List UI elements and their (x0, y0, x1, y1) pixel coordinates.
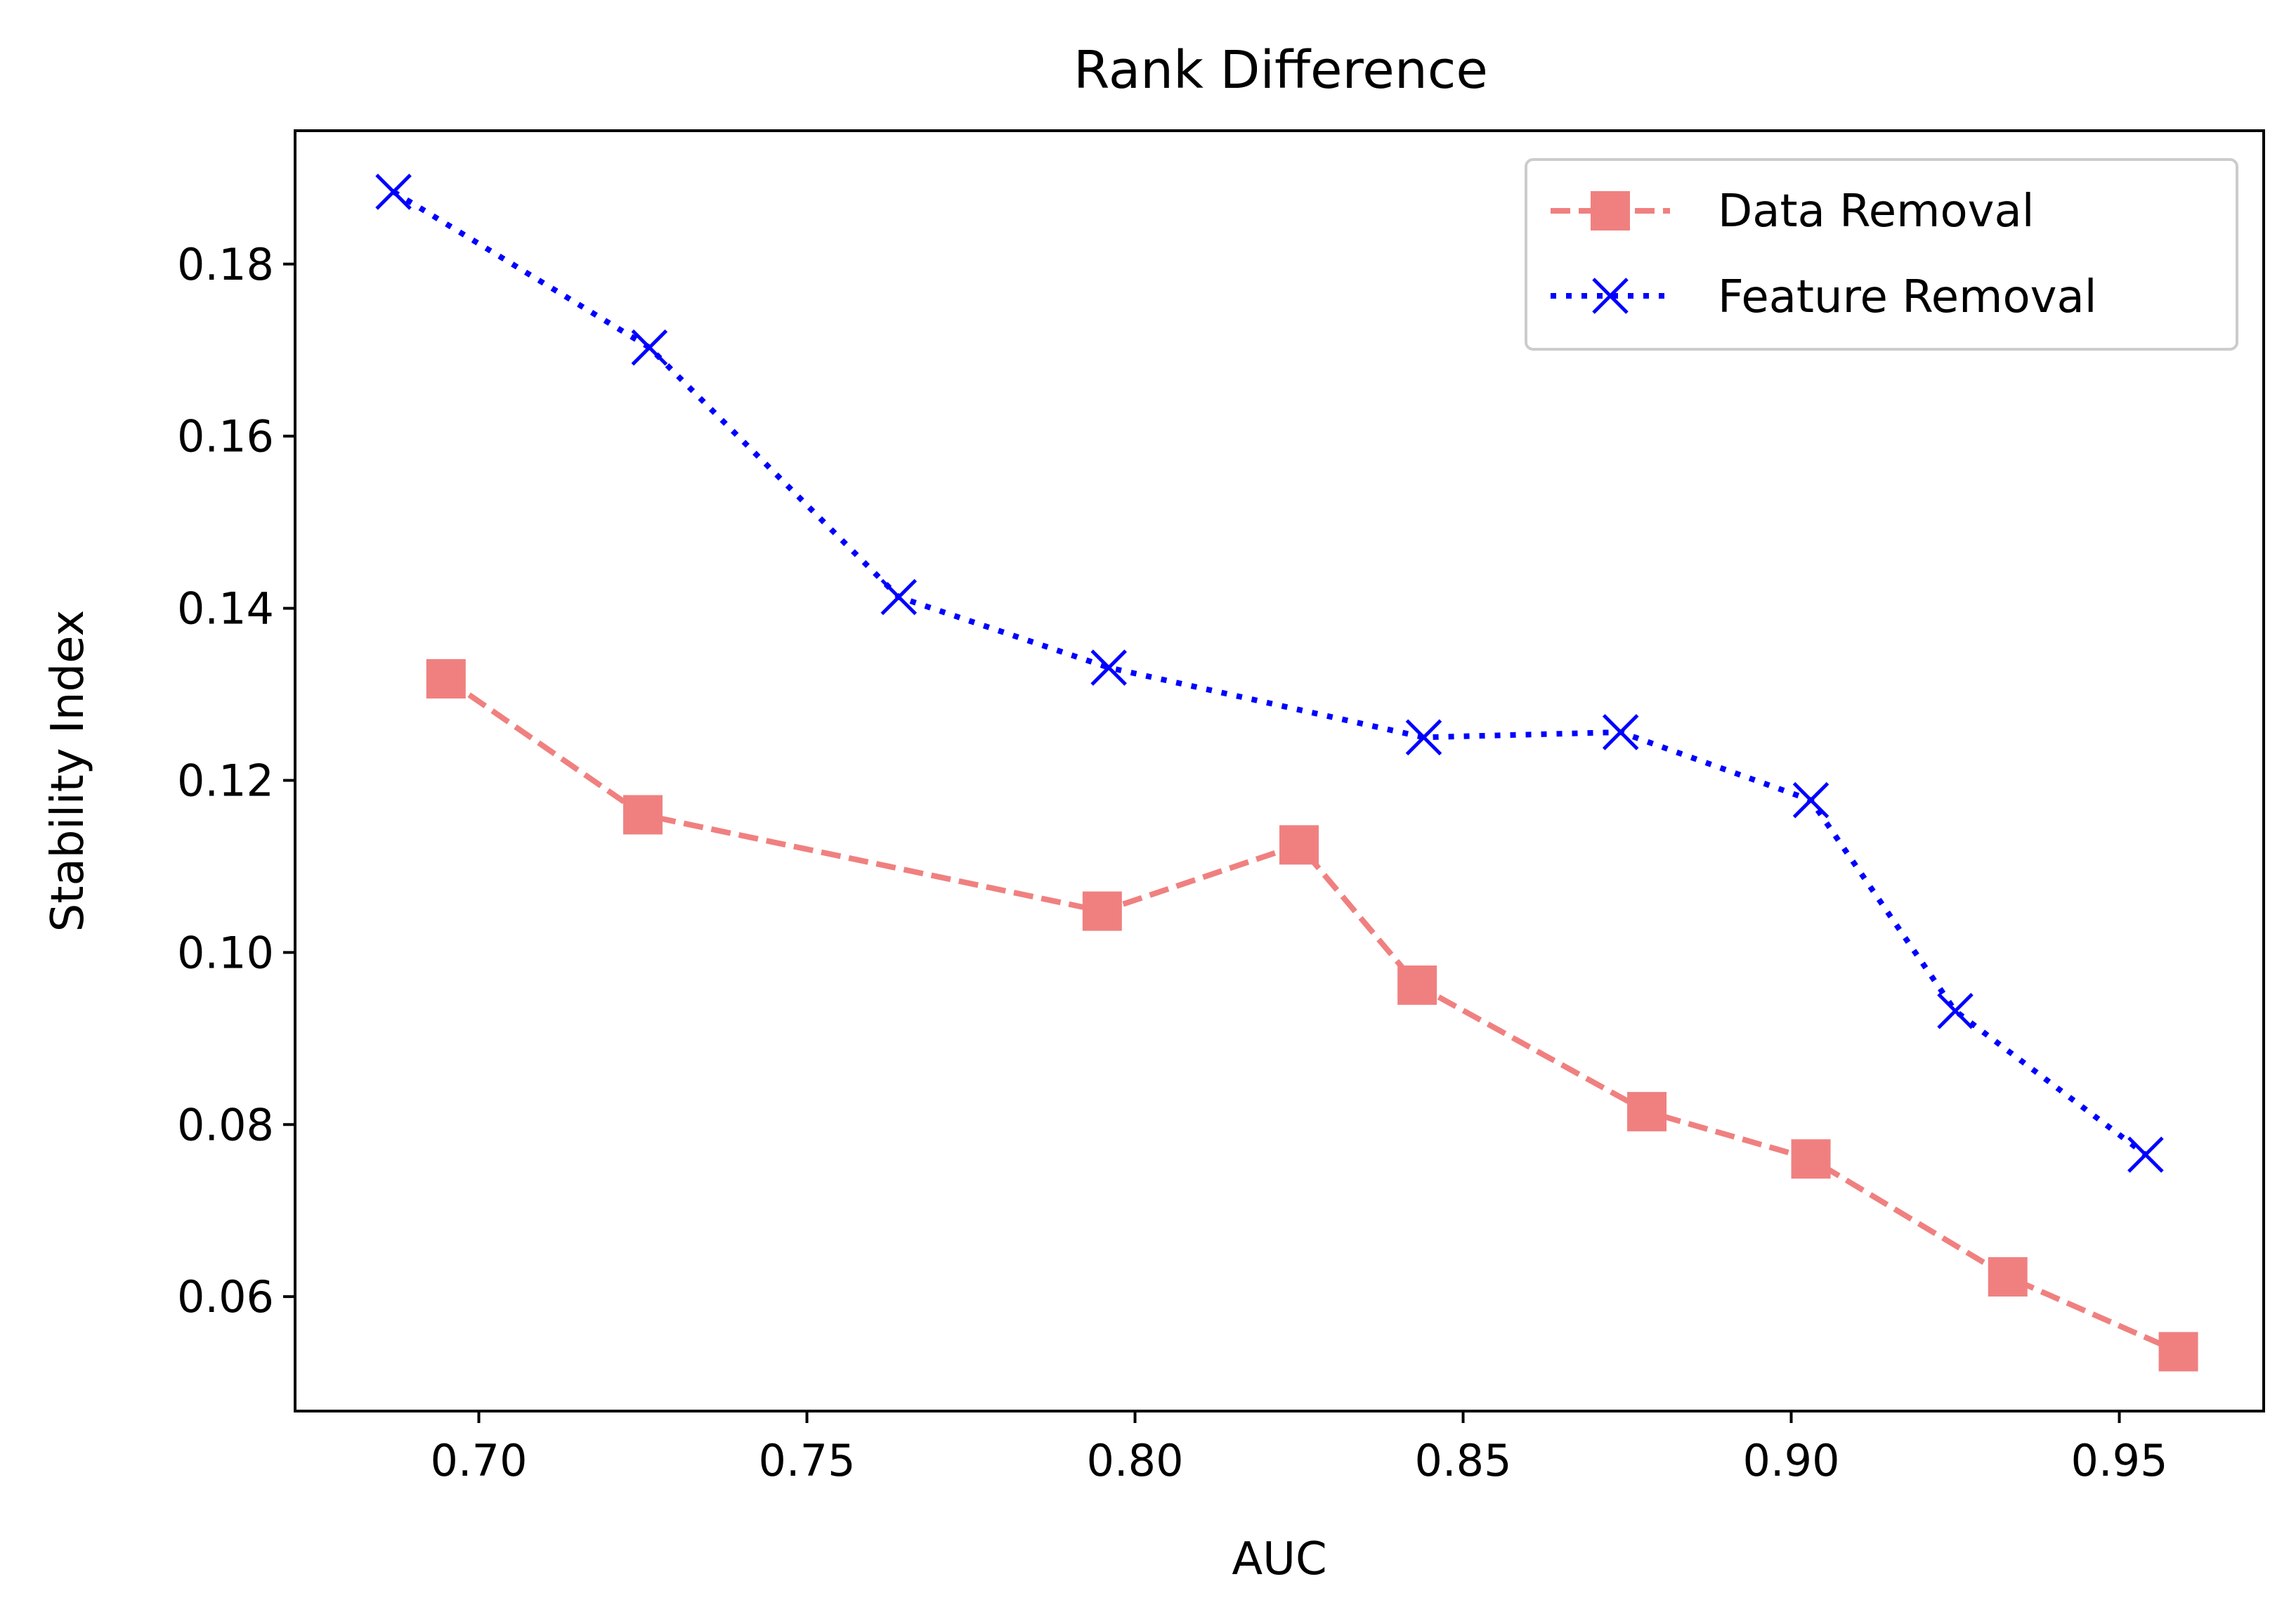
data-point-data-removal (1279, 825, 1319, 865)
x-tick-label: 0.95 (2070, 1435, 2167, 1486)
data-point-data-removal (1082, 891, 1122, 931)
data-point-feature-removal (1602, 714, 1639, 751)
x-axis-label: AUC (1232, 1533, 1326, 1585)
data-point-feature-removal (1090, 649, 1127, 686)
data-point-feature-removal (880, 578, 918, 616)
legend: Data Removal Feature Removal (1525, 158, 2238, 351)
x-tick-label: 0.80 (1086, 1435, 1183, 1486)
y-tick-label: 0.10 (177, 927, 274, 978)
plot-frame (294, 129, 2265, 1412)
x-tick-label: 0.70 (430, 1435, 527, 1486)
y-tick-label: 0.18 (177, 239, 274, 290)
data-point-feature-removal (1792, 781, 1829, 819)
data-point-data-removal (426, 658, 466, 699)
legend-marker-feature-removal (1592, 278, 1629, 314)
data-point-data-removal (2158, 1332, 2198, 1372)
y-tick-label: 0.08 (177, 1099, 274, 1150)
data-point-feature-removal (1937, 992, 1974, 1029)
data-point-feature-removal (631, 329, 668, 366)
data-point-feature-removal (2127, 1136, 2164, 1173)
data-point-data-removal (1627, 1091, 1667, 1131)
data-point-data-removal (1988, 1256, 2028, 1297)
series-line-data-removal (444, 676, 2180, 1355)
legend-label-feature-removal: Feature Removal (1718, 271, 2097, 323)
x-tick-label: 0.75 (758, 1435, 855, 1486)
y-tick-label: 0.06 (177, 1271, 274, 1323)
x-tick-label: 0.90 (1742, 1435, 1839, 1486)
data-point-data-removal (1791, 1139, 1831, 1179)
y-axis-label: Stability Index (42, 610, 94, 932)
legend-marker-data-removal (1591, 191, 1630, 230)
plot-layer: 0.70 0.75 0.80 0.85 0.90 0.95 0.06 0.08 0.10 0.12… (177, 174, 2198, 1486)
data-point-feature-removal (1405, 719, 1442, 756)
series-line-feature-removal (392, 189, 2148, 1157)
y-tick-label: 0.16 (177, 411, 274, 462)
y-tick-label: 0.14 (177, 583, 274, 635)
x-tick-label: 0.85 (1414, 1435, 1511, 1486)
legend-box (1525, 158, 2238, 351)
chart-title: Rank Difference (1074, 40, 1488, 100)
y-tick-label: 0.12 (177, 755, 274, 806)
legend-label-data-removal: Data Removal (1718, 186, 2035, 238)
data-point-data-removal (623, 795, 663, 835)
data-point-feature-removal (375, 174, 412, 210)
data-point-data-removal (1397, 965, 1437, 1005)
